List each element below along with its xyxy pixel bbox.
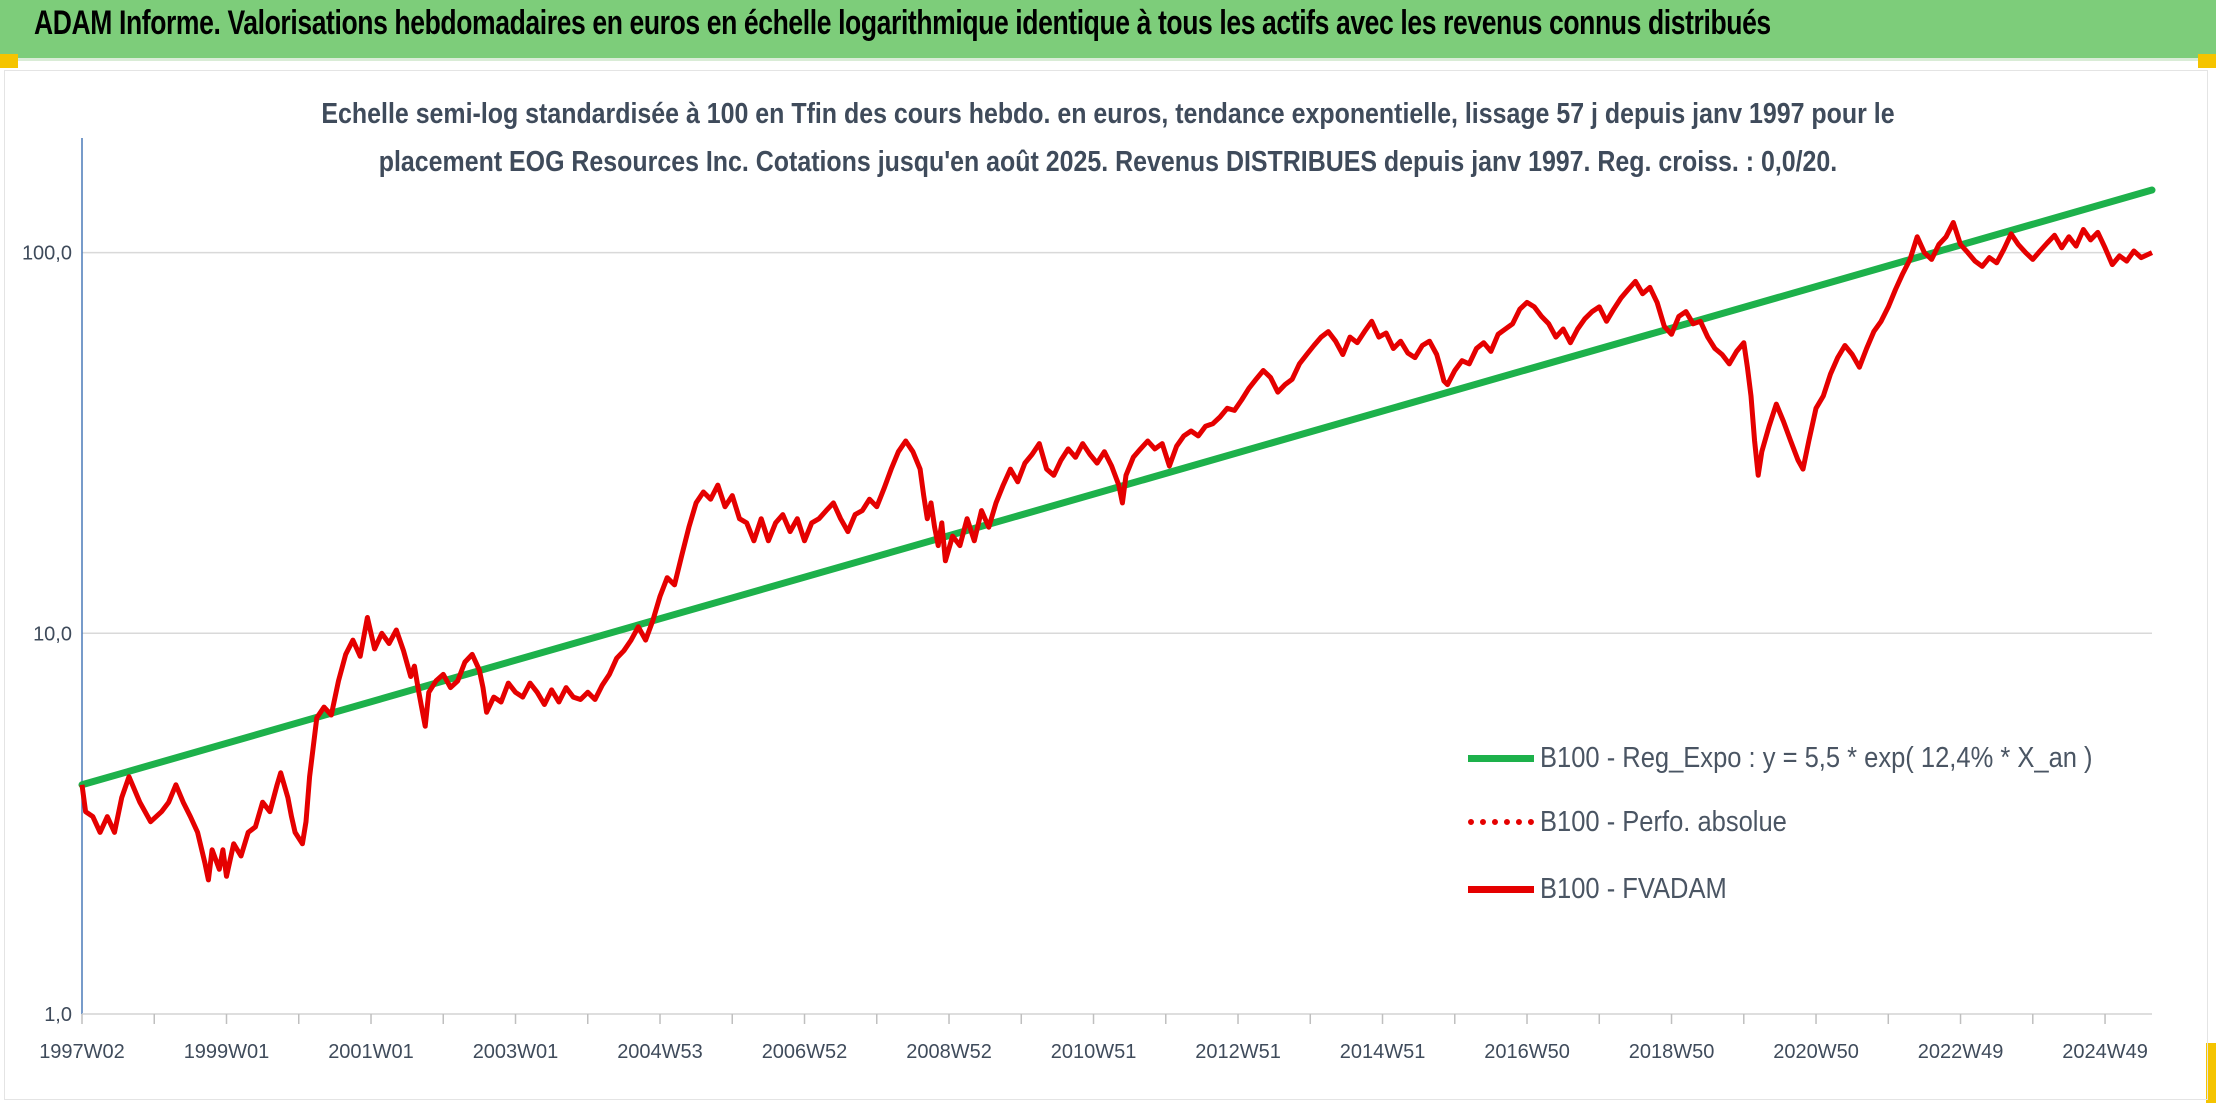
- legend-label-perfo: B100 - Perfo. absolue: [1540, 805, 1787, 838]
- chart-subtitle: Echelle semi-log standardisée à 100 en T…: [0, 90, 2216, 186]
- x-tick-label: 2014W51: [1340, 1041, 1426, 1063]
- x-tick-label: 2001W01: [328, 1041, 414, 1063]
- legend-entry-trend: B100 - Reg_Expo : y = 5,5 * exp( 12,4% *…: [1468, 736, 2168, 780]
- chart-subtitle-line1: Echelle semi-log standardisée à 100 en T…: [321, 98, 1895, 130]
- x-tick-label: 1999W01: [184, 1041, 270, 1063]
- series-line-fvadam: [79, 220, 2154, 883]
- x-tick-label: 2022W49: [1918, 1041, 2004, 1063]
- x-tick-label: 2018W50: [1629, 1041, 1715, 1063]
- corner-accent-left: [0, 54, 18, 68]
- x-tick-label: 2024W49: [2062, 1041, 2148, 1063]
- title-banner: ADAM Informe. Valorisations hebdomadaire…: [0, 0, 2216, 61]
- x-tick-label: 2010W51: [1051, 1041, 1137, 1063]
- x-tick-label: 2006W52: [762, 1041, 848, 1063]
- legend-entry-fvadam: B100 - FVADAM: [1468, 867, 1752, 911]
- legend-label-trend: B100 - Reg_Expo : y = 5,5 * exp( 12,4% *…: [1540, 741, 2093, 774]
- series-lines: [78, 186, 2156, 883]
- y-tick-label: 1,0: [44, 1004, 72, 1026]
- legend-label-fvadam: B100 - FVADAM: [1540, 872, 1727, 905]
- x-tick-label: 2003W01: [473, 1041, 559, 1063]
- legend-swatch-fvadam: [1468, 885, 1534, 893]
- axes: [81, 138, 2152, 1024]
- tick-labels: 1,0 10,0 100,0 1997W02 1999W01 2001W01 2003W01…: [22, 243, 2148, 1063]
- x-tick-label: 2012W51: [1195, 1041, 1281, 1063]
- x-tick-label: 2020W50: [1773, 1041, 1859, 1063]
- x-tick-label: 2004W53: [617, 1041, 703, 1063]
- y-tick-label: 10,0: [33, 623, 72, 645]
- x-tick-label: 2008W52: [906, 1041, 992, 1063]
- chart-subtitle-line2: placement EOG Resources Inc. Cotations j…: [378, 146, 1838, 178]
- x-tick-label: 2016W50: [1484, 1041, 1570, 1063]
- corner-accent-bottom-right: [2206, 1043, 2216, 1103]
- banner-title: ADAM Informe. Valorisations hebdomadaire…: [34, 4, 1771, 42]
- x-tick-label: 1997W02: [39, 1041, 125, 1063]
- chart-panel: [4, 70, 2208, 1100]
- legend-entry-perfo: B100 - Perfo. absolue: [1468, 800, 1821, 844]
- y-tick-label: 100,0: [22, 243, 72, 265]
- legend-swatch-trend: [1468, 754, 1534, 762]
- legend-swatch-perfo: [1468, 819, 1534, 825]
- corner-accent-right: [2198, 54, 2216, 68]
